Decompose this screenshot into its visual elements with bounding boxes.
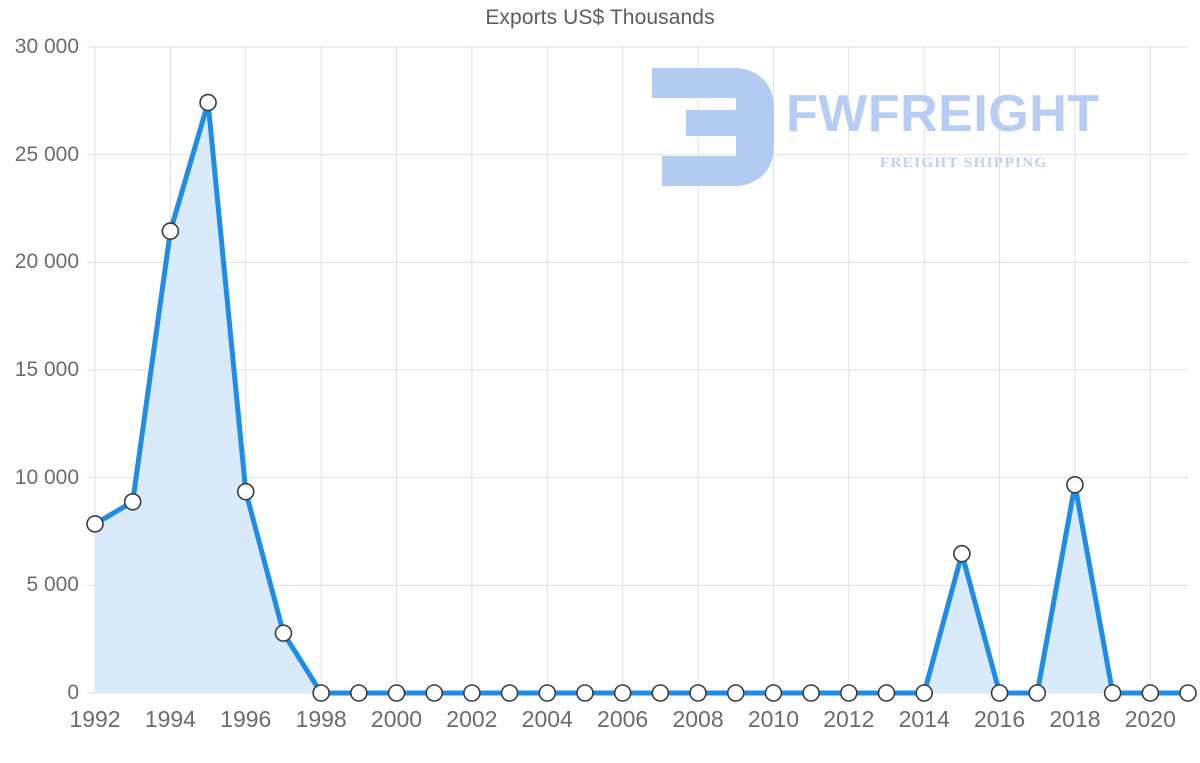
data-point-marker[interactable] <box>726 684 745 702</box>
y-axis-tick-label: 0 <box>67 681 79 704</box>
x-axis-tick-label: 2004 <box>521 706 573 732</box>
x-axis-tick-label: 2006 <box>597 706 649 732</box>
x-axis-tick-label: 1998 <box>295 706 347 732</box>
data-point-markers <box>86 93 1197 702</box>
data-point-marker[interactable] <box>236 482 255 501</box>
y-axis-tick-label: 30 000 <box>14 35 79 58</box>
data-point-marker[interactable] <box>538 684 557 702</box>
data-point-marker[interactable] <box>953 544 971 563</box>
data-point-marker[interactable] <box>463 684 481 702</box>
data-point-marker[interactable] <box>425 684 444 702</box>
x-axis-tick-label: 1994 <box>144 706 196 732</box>
data-point-marker[interactable] <box>764 684 783 702</box>
x-axis-tick-label: 2000 <box>370 706 423 732</box>
data-point-marker[interactable] <box>123 492 142 511</box>
data-point-marker[interactable] <box>274 624 293 642</box>
data-point-marker[interactable] <box>839 684 858 702</box>
y-axis-tick-label: 25 000 <box>14 142 79 166</box>
y-axis-tick-label: 15 000 <box>14 358 79 381</box>
data-point-marker[interactable] <box>1103 684 1122 702</box>
x-axis-tick-label: 2008 <box>672 706 724 732</box>
data-point-marker[interactable] <box>990 684 1009 702</box>
data-point-marker[interactable] <box>350 684 368 702</box>
x-axis-tick-label: 2010 <box>747 706 799 732</box>
y-axis-tick-label: 5 000 <box>26 573 79 597</box>
data-point-marker[interactable] <box>1028 684 1047 702</box>
data-point-marker[interactable] <box>915 684 933 702</box>
data-point-marker[interactable] <box>312 684 330 702</box>
x-axis-tick-label: 2018 <box>1049 706 1101 732</box>
x-axis-tick-label: 1996 <box>220 706 272 732</box>
data-point-marker[interactable] <box>613 684 632 702</box>
data-point-marker[interactable] <box>86 515 104 533</box>
area-fill-path <box>95 102 1188 693</box>
y-axis-tick-label: 10 000 <box>14 465 79 489</box>
data-point-marker[interactable] <box>1179 684 1197 702</box>
data-point-marker[interactable] <box>1066 475 1084 494</box>
chart-title: Exports US$ Thousands <box>485 6 715 29</box>
data-point-marker[interactable] <box>199 93 217 112</box>
x-axis-tick-label: 2020 <box>1124 706 1176 732</box>
x-axis-tick-label: 1992 <box>69 706 121 732</box>
y-axis-tick-label: 20 000 <box>14 250 79 274</box>
x-axis-tick-label: 2014 <box>898 706 950 732</box>
x-axis-tick-label: 2002 <box>446 706 498 732</box>
data-point-marker[interactable] <box>689 684 707 702</box>
data-point-marker[interactable] <box>1141 684 1160 702</box>
data-point-marker[interactable] <box>387 684 406 702</box>
x-axis-tick-label: 2016 <box>973 706 1026 732</box>
data-point-marker[interactable] <box>576 684 594 702</box>
data-point-marker[interactable] <box>161 222 180 240</box>
data-point-marker[interactable] <box>802 684 820 702</box>
data-point-marker[interactable] <box>877 684 896 702</box>
data-point-marker[interactable] <box>651 684 670 702</box>
x-axis-tick-label: 2012 <box>823 706 875 732</box>
data-point-marker[interactable] <box>500 684 519 702</box>
